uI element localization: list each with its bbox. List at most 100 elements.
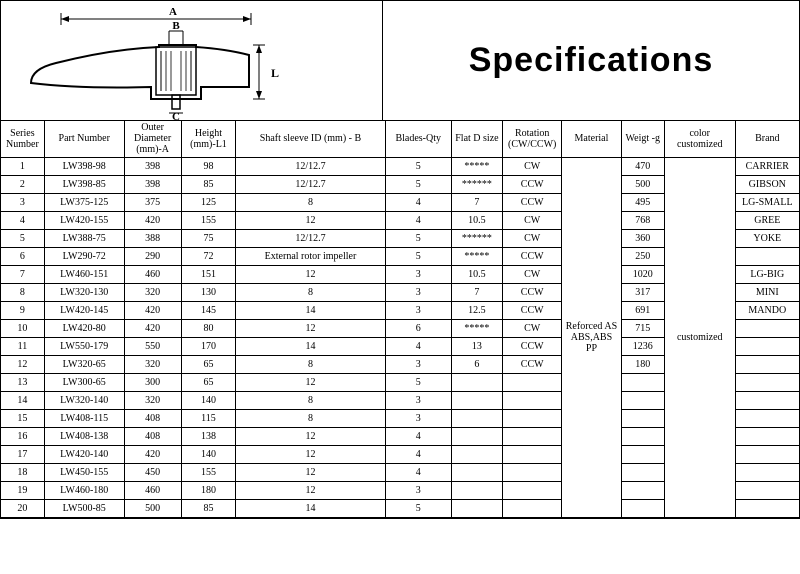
cell: 691 (621, 301, 664, 319)
cell: 16 (1, 427, 44, 445)
cell (735, 355, 799, 373)
cell: 12/12.7 (236, 229, 385, 247)
cell: 12 (236, 463, 385, 481)
cell: 320 (124, 391, 181, 409)
cell: 140 (181, 391, 236, 409)
cell: 7 (451, 283, 502, 301)
cell: 8 (236, 193, 385, 211)
cell: 300 (124, 373, 181, 391)
cell: 8 (236, 391, 385, 409)
spec-sheet: A B C (0, 0, 800, 519)
cell: 408 (124, 409, 181, 427)
cell: 408 (124, 427, 181, 445)
cell: CCW (503, 247, 562, 265)
cell: 125 (181, 193, 236, 211)
cell: 13 (1, 373, 44, 391)
th-rot: Rotation (CW/CCW) (503, 121, 562, 157)
cell: 460 (124, 481, 181, 499)
color-cell: customized (664, 157, 735, 517)
cell: CW (503, 319, 562, 337)
cell: MANDO (735, 301, 799, 319)
cell: 420 (124, 301, 181, 319)
cell: 450 (124, 463, 181, 481)
th-shaft: Shaft sleeve ID (mm) - B (236, 121, 385, 157)
cell: 14 (236, 337, 385, 355)
cell: 3 (385, 301, 451, 319)
cell (451, 445, 502, 463)
th-od: Outer Diameter (mm)-A (124, 121, 181, 157)
cell (735, 247, 799, 265)
cell: 495 (621, 193, 664, 211)
cell: 4 (385, 427, 451, 445)
cell: 4 (1, 211, 44, 229)
cell (735, 409, 799, 427)
th-series: Series Number (1, 121, 44, 157)
cell: 180 (621, 355, 664, 373)
cell: LW300-65 (44, 373, 124, 391)
cell: LW408-138 (44, 427, 124, 445)
cell: 2 (1, 175, 44, 193)
cell: 12 (236, 211, 385, 229)
cell: GREE (735, 211, 799, 229)
cell: 75 (181, 229, 236, 247)
cell (621, 481, 664, 499)
cell: LW320-130 (44, 283, 124, 301)
cell: 3 (385, 283, 451, 301)
cell: MINI (735, 283, 799, 301)
th-brand: Brand (735, 121, 799, 157)
cell: 7 (1, 265, 44, 283)
cell: 4 (385, 337, 451, 355)
cell: 420 (124, 319, 181, 337)
cell (621, 463, 664, 481)
cell (451, 463, 502, 481)
header-row: A B C (1, 1, 799, 121)
cell: 460 (124, 265, 181, 283)
spec-table: Series Number Part Number Outer Diameter… (1, 121, 799, 518)
cell: CW (503, 211, 562, 229)
title-cell: Specifications (383, 1, 799, 120)
cell: 398 (124, 157, 181, 175)
cell: 5 (385, 175, 451, 193)
cell: 3 (385, 409, 451, 427)
cell: 4 (385, 211, 451, 229)
table-body: 1LW398-983989812/12.75*****CWReforced AS… (1, 157, 799, 517)
cell: 8 (236, 409, 385, 427)
cell: LW290-72 (44, 247, 124, 265)
cell (503, 481, 562, 499)
th-flatd: Flat D size (451, 121, 502, 157)
cell (621, 391, 664, 409)
cell: 250 (621, 247, 664, 265)
cell: LW320-65 (44, 355, 124, 373)
cell (621, 499, 664, 517)
cell: 5 (385, 229, 451, 247)
cell: 65 (181, 355, 236, 373)
cell (503, 373, 562, 391)
cell: 155 (181, 463, 236, 481)
cell: 13 (451, 337, 502, 355)
th-blades: Blades-Qty (385, 121, 451, 157)
cell: 6 (385, 319, 451, 337)
page-title: Specifications (469, 41, 714, 80)
cell: CCW (503, 301, 562, 319)
cell (735, 481, 799, 499)
material-cell: Reforced AS ABS,ABS PP (562, 157, 621, 517)
cell: 15 (1, 409, 44, 427)
cell: 85 (181, 499, 236, 517)
cell: 19 (1, 481, 44, 499)
cell: LW375-125 (44, 193, 124, 211)
th-mat: Material (562, 121, 621, 157)
cell (621, 445, 664, 463)
cell: LW388-75 (44, 229, 124, 247)
th-h: Height (mm)-L1 (181, 121, 236, 157)
cell: ****** (451, 229, 502, 247)
cell: 550 (124, 337, 181, 355)
cell: CCW (503, 193, 562, 211)
cell (735, 337, 799, 355)
cell: 12 (236, 481, 385, 499)
cell (503, 427, 562, 445)
cell: CW (503, 265, 562, 283)
cell: 8 (236, 283, 385, 301)
cell: 420 (124, 211, 181, 229)
cell: 317 (621, 283, 664, 301)
cell: 130 (181, 283, 236, 301)
